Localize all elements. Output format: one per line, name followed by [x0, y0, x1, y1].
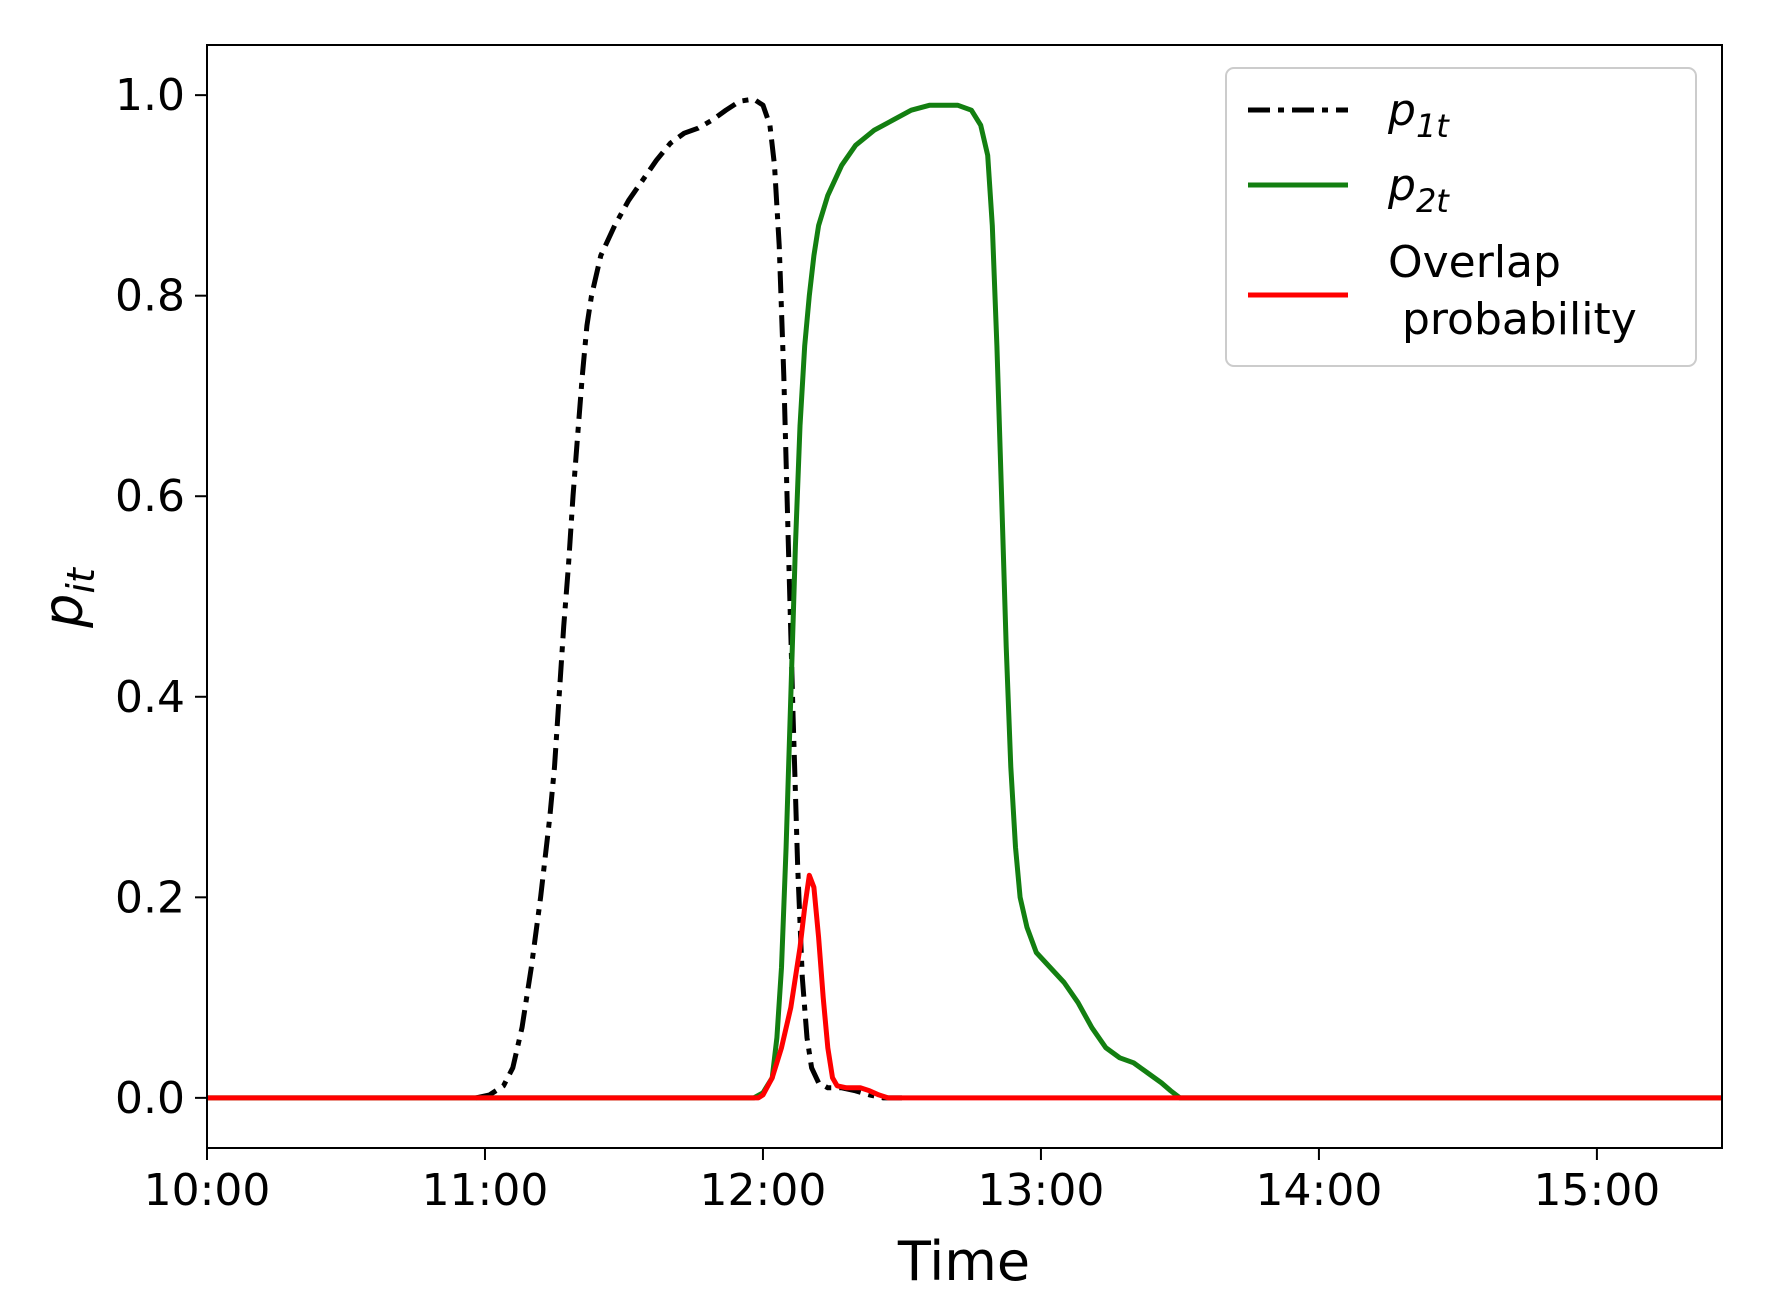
x-tick-label: 12:00 — [700, 1165, 827, 1216]
x-axis-title: Time — [897, 1230, 1030, 1293]
series-line-p1 — [475, 96, 902, 1101]
y-tick-label: 0.0 — [115, 1073, 185, 1124]
y-axis-title-base: p — [32, 594, 95, 629]
y-tick-label: 0.6 — [115, 471, 185, 522]
y-tick-label: 0.4 — [115, 672, 185, 723]
legend-label-overlap-line2: probability — [1388, 294, 1637, 345]
legend-label-p2: p2t — [1387, 160, 1450, 220]
x-tick-label: 15:00 — [1534, 1165, 1661, 1216]
x-tick-label: 10:00 — [144, 1165, 271, 1216]
legend: p1t p2t Overlap probability — [1225, 67, 1697, 367]
plot-lines — [207, 96, 1722, 1101]
y-tick-label: 0.8 — [115, 271, 185, 322]
series-line-p2 — [207, 102, 1722, 1101]
legend-label-p1: p1t — [1387, 85, 1450, 145]
legend-label-overlap-line1: Overlap — [1388, 237, 1561, 288]
y-axis-title-sub: it — [59, 566, 103, 594]
axis-ticks: 10:00 11:00 12:00 13:00 14:00 15:00 0.0 0.2 0.4 0… — [115, 70, 1660, 1216]
y-tick-label: 0.2 — [115, 872, 185, 923]
x-tick-label: 11:00 — [422, 1165, 549, 1216]
plot-frame — [206, 44, 1723, 1149]
legend-label-overlap: Overlap — [1388, 237, 1561, 288]
y-tick-label: 1.0 — [115, 70, 185, 121]
legend-box — [1225, 67, 1697, 367]
x-tick-label: 14:00 — [1256, 1165, 1383, 1216]
x-tick-label: 13:00 — [978, 1165, 1105, 1216]
y-axis-title: pit — [32, 566, 103, 629]
series-line-overlap — [207, 872, 1722, 1101]
